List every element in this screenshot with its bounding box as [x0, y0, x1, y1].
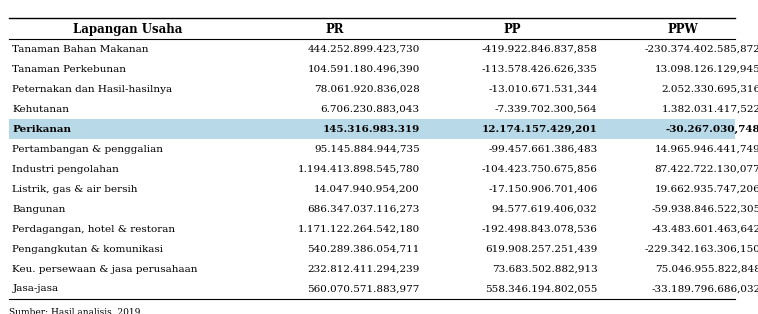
Text: 2.052.330.695,316: 2.052.330.695,316 [661, 85, 758, 94]
Text: 444.252.899.423,730: 444.252.899.423,730 [308, 45, 420, 54]
Text: 1.382.031.417,522: 1.382.031.417,522 [661, 105, 758, 114]
Text: 104.591.180.496,390: 104.591.180.496,390 [308, 65, 420, 74]
Text: Pertambangan & penggalian: Pertambangan & penggalian [12, 145, 164, 154]
Text: Peternakan dan Hasil-hasilnya: Peternakan dan Hasil-hasilnya [12, 85, 173, 94]
Text: -419.922.846.837,858: -419.922.846.837,858 [481, 45, 597, 54]
Text: Jasa-jasa: Jasa-jasa [12, 284, 58, 294]
Text: 12.174.157.429,201: 12.174.157.429,201 [481, 125, 597, 134]
Text: 145.316.983.319: 145.316.983.319 [323, 125, 420, 134]
Text: 75.046.955.822,848: 75.046.955.822,848 [655, 264, 758, 273]
Text: PPW: PPW [667, 23, 698, 36]
Text: 78.061.920.836,028: 78.061.920.836,028 [314, 85, 420, 94]
Text: 558.346.194.802,055: 558.346.194.802,055 [485, 284, 597, 294]
Text: -192.498.843.078,536: -192.498.843.078,536 [481, 225, 597, 234]
Text: PP: PP [503, 23, 521, 36]
Text: Tanaman Perkebunan: Tanaman Perkebunan [12, 65, 127, 74]
Text: -99.457.661.386,483: -99.457.661.386,483 [488, 145, 597, 154]
Text: Pengangkutan & komunikasi: Pengangkutan & komunikasi [12, 245, 164, 253]
Text: 686.347.037.116,273: 686.347.037.116,273 [308, 205, 420, 214]
Text: 540.289.386.054,711: 540.289.386.054,711 [308, 245, 420, 253]
Text: 14.965.946.441,749: 14.965.946.441,749 [655, 145, 758, 154]
Text: Lapangan Usaha: Lapangan Usaha [73, 23, 182, 36]
Text: -33.189.796.686,032: -33.189.796.686,032 [651, 284, 758, 294]
Text: 19.662.935.747,206: 19.662.935.747,206 [655, 185, 758, 194]
Text: 560.070.571.883,977: 560.070.571.883,977 [308, 284, 420, 294]
Text: -43.483.601.463,642: -43.483.601.463,642 [651, 225, 758, 234]
Text: 94.577.619.406,032: 94.577.619.406,032 [492, 205, 597, 214]
Text: -229.342.163.306,150: -229.342.163.306,150 [644, 245, 758, 253]
Text: Bangunan: Bangunan [12, 205, 66, 214]
Text: 14.047.940.954,200: 14.047.940.954,200 [314, 185, 420, 194]
Text: -13.010.671.531,344: -13.010.671.531,344 [488, 85, 597, 94]
Text: Listrik, gas & air bersih: Listrik, gas & air bersih [12, 185, 138, 194]
Text: Sumber: Hasil analisis, 2019: Sumber: Hasil analisis, 2019 [9, 307, 140, 314]
Text: -17.150.906.701,406: -17.150.906.701,406 [488, 185, 597, 194]
Text: 1.171.122.264.542,180: 1.171.122.264.542,180 [298, 225, 420, 234]
Text: 87.422.722.130,077: 87.422.722.130,077 [655, 165, 758, 174]
Text: Perikanan: Perikanan [12, 125, 71, 134]
Text: Keu. persewaan & jasa perusahaan: Keu. persewaan & jasa perusahaan [12, 264, 198, 273]
Text: 619.908.257.251,439: 619.908.257.251,439 [485, 245, 597, 253]
Text: 1.194.413.898.545,780: 1.194.413.898.545,780 [298, 165, 420, 174]
Text: Kehutanan: Kehutanan [12, 105, 70, 114]
Text: PR: PR [325, 23, 344, 36]
Text: 6.706.230.883,043: 6.706.230.883,043 [321, 105, 420, 114]
Text: 232.812.411.294,239: 232.812.411.294,239 [308, 264, 420, 273]
Text: -7.339.702.300,564: -7.339.702.300,564 [495, 105, 597, 114]
Text: -113.578.426.626,335: -113.578.426.626,335 [481, 65, 597, 74]
Text: -230.374.402.585,872: -230.374.402.585,872 [644, 45, 758, 54]
Text: -30.267.030,748: -30.267.030,748 [666, 125, 758, 134]
Text: 73.683.502.882,913: 73.683.502.882,913 [492, 264, 597, 273]
Text: 13.098.126.129,945: 13.098.126.129,945 [655, 65, 758, 74]
Bar [9, 119, 735, 139]
Text: 95.145.884.944,735: 95.145.884.944,735 [314, 145, 420, 154]
Text: Perdagangan, hotel & restoran: Perdagangan, hotel & restoran [12, 225, 176, 234]
Text: Tanaman Bahan Makanan: Tanaman Bahan Makanan [12, 45, 149, 54]
Text: Industri pengolahan: Industri pengolahan [12, 165, 119, 174]
Text: -59.938.846.522,305: -59.938.846.522,305 [651, 205, 758, 214]
Text: -104.423.750.675,856: -104.423.750.675,856 [481, 165, 597, 174]
